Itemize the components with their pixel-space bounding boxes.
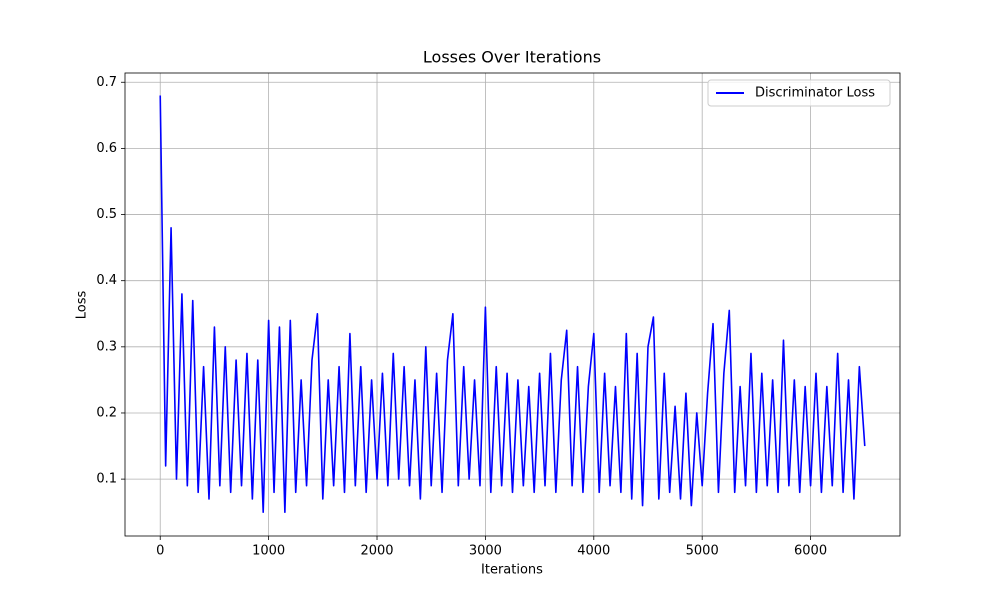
legend-label: Discriminator Loss [755, 86, 875, 101]
x-axis-label: Iterations [481, 563, 543, 578]
x-tick-label: 0 [156, 544, 164, 559]
x-tick-label: 3000 [469, 544, 502, 559]
y-tick-label: 0.6 [96, 141, 117, 156]
axes-frame [124, 72, 901, 537]
y-tick-label: 0.3 [96, 339, 117, 354]
y-tick-label: 0.5 [96, 207, 117, 222]
x-tick-label: 5000 [686, 544, 719, 559]
legend-box [707, 79, 891, 107]
data-line [159, 95, 866, 513]
x-tick-label: 6000 [794, 544, 827, 559]
chart-title: Losses Over Iterations [423, 48, 601, 67]
y-axis-label: Loss [75, 291, 90, 320]
y-tick-label: 0.7 [96, 75, 117, 90]
y-tick-label: 0.4 [96, 273, 117, 288]
y-tick-label: 0.2 [96, 405, 117, 420]
x-tick-label: 1000 [252, 544, 285, 559]
y-tick-label: 0.1 [96, 472, 117, 487]
x-tick-label: 2000 [360, 544, 393, 559]
x-tick-label: 4000 [577, 544, 610, 559]
